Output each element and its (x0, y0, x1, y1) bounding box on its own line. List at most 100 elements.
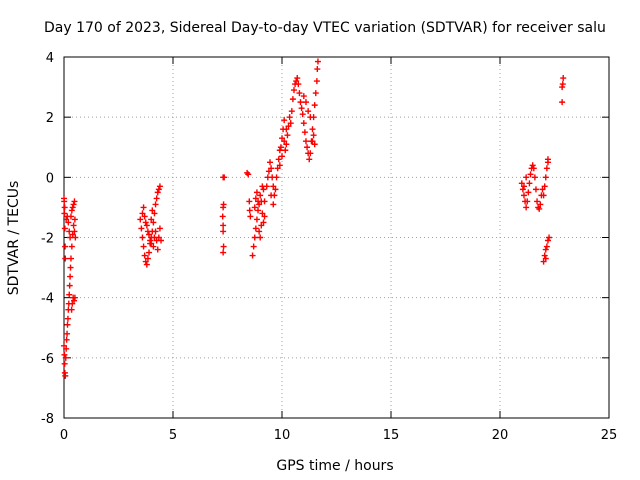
data-point (283, 126, 290, 133)
data-point (537, 201, 544, 208)
data-point (220, 228, 227, 235)
data-point (138, 225, 145, 232)
data-point (263, 183, 270, 190)
y-tick-label: -2 (41, 232, 54, 247)
data-point (306, 156, 313, 163)
data-point (139, 234, 146, 241)
data-point (220, 243, 227, 250)
data-point (146, 249, 153, 256)
data-point (273, 174, 280, 181)
data-point (258, 222, 265, 229)
data-point (249, 252, 256, 259)
data-point (282, 147, 289, 154)
data-point (150, 243, 157, 250)
data-point (257, 234, 264, 241)
data-point (542, 255, 549, 262)
data-point (71, 216, 78, 223)
data-point (523, 204, 530, 211)
data-point (523, 174, 530, 181)
data-point (524, 198, 531, 205)
data-point (68, 306, 75, 313)
data-point (310, 132, 317, 139)
data-point (253, 189, 260, 196)
data-point (543, 165, 550, 172)
data-point (147, 237, 154, 244)
chart-title: Day 170 of 2023, Sidereal Day-to-day VTE… (44, 20, 606, 36)
data-point (286, 114, 293, 121)
x-tick-label: 20 (492, 428, 509, 443)
data-point (559, 99, 566, 106)
data-point (276, 147, 283, 154)
data-point (245, 171, 252, 178)
data-point (307, 114, 314, 121)
data-point (268, 165, 275, 172)
data-point (284, 132, 291, 139)
data-point (293, 78, 300, 85)
data-point (281, 117, 288, 124)
data-point (66, 291, 73, 298)
data-point (531, 174, 538, 181)
data-point (520, 192, 527, 199)
data-point (272, 186, 279, 193)
data-point (543, 243, 550, 250)
data-point (61, 204, 68, 211)
grid-lines (64, 57, 609, 418)
data-point (64, 315, 71, 322)
data-point (66, 282, 73, 289)
data-point (137, 216, 144, 223)
data-point (544, 237, 551, 244)
data-point (281, 138, 288, 145)
data-point (62, 354, 69, 361)
data-point (140, 243, 147, 250)
data-point (220, 201, 227, 208)
data-point (153, 195, 160, 202)
data-point (276, 162, 283, 169)
data-point (154, 246, 161, 253)
data-point (69, 300, 76, 307)
data-point (287, 120, 294, 127)
x-tick-label: 15 (383, 428, 400, 443)
data-point (270, 201, 277, 208)
data-point (544, 156, 551, 163)
data-point (63, 216, 70, 223)
data-point (304, 144, 311, 151)
data-point (68, 243, 75, 250)
data-point (297, 99, 304, 106)
data-point (149, 207, 156, 214)
data-point (144, 255, 151, 262)
data-point (300, 93, 307, 100)
x-tick-label: 0 (60, 428, 68, 443)
data-point (220, 222, 227, 229)
data-point (296, 90, 303, 97)
data-point (546, 234, 553, 241)
data-point (143, 222, 150, 229)
data-point (279, 153, 285, 160)
y-axis-label: SDTVAR / TECUs (6, 181, 22, 296)
data-point (302, 99, 309, 106)
data-point (146, 231, 153, 238)
data-point (67, 273, 74, 280)
data-point (305, 108, 312, 115)
data-point (61, 351, 68, 358)
data-point (71, 297, 78, 304)
data-point (252, 195, 259, 202)
data-point (265, 168, 272, 175)
data-point (519, 186, 526, 193)
data-point (295, 81, 302, 88)
data-point (256, 201, 263, 208)
data-point (311, 141, 318, 148)
data-point (139, 210, 146, 217)
data-point (64, 321, 71, 328)
data-point (541, 252, 548, 259)
data-point (148, 216, 155, 223)
data-point (532, 186, 539, 193)
data-point (261, 198, 268, 205)
data-point (259, 210, 266, 217)
data-point (67, 264, 74, 271)
data-point (70, 201, 77, 208)
data-point (309, 138, 316, 145)
data-point (156, 183, 163, 190)
data-point (529, 162, 536, 169)
y-tick-label: -4 (41, 292, 54, 307)
